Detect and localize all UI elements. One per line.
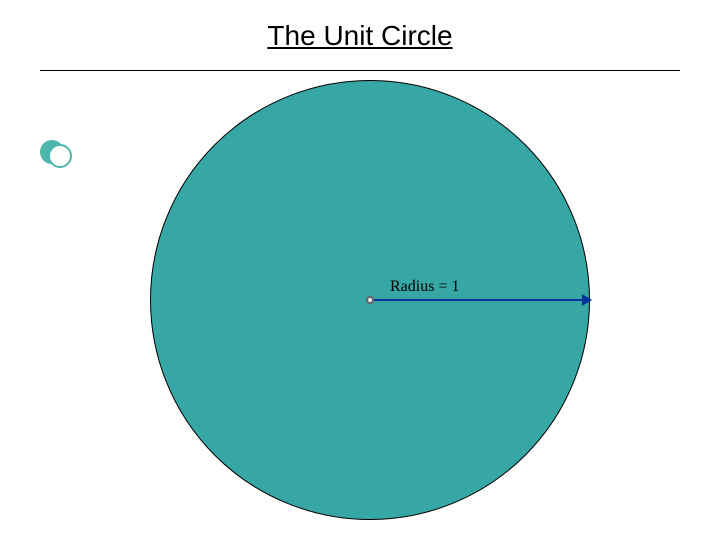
radius-line (374, 299, 589, 301)
page-title: The Unit Circle (267, 20, 452, 52)
bullet-inner-circle (48, 144, 72, 168)
horizontal-rule (40, 70, 680, 71)
unit-circle-diagram: Radius = 1 (150, 80, 590, 520)
radius-label: Radius = 1 (390, 278, 459, 296)
radius-arrowhead (582, 294, 592, 306)
center-dot (366, 296, 374, 304)
